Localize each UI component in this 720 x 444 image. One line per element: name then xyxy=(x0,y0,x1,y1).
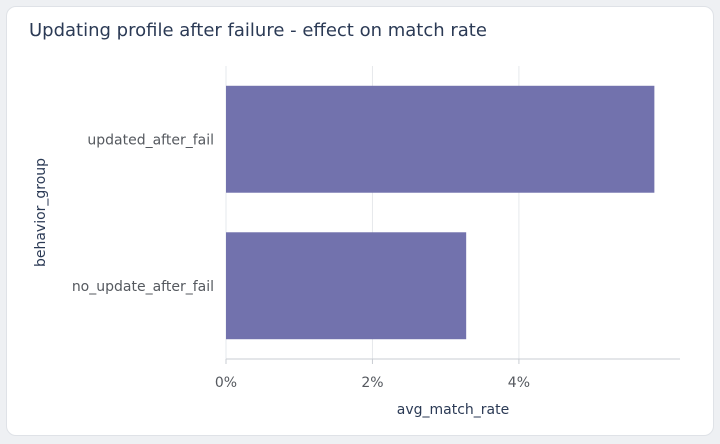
x-tick-label: 0% xyxy=(215,375,237,391)
bar-updated_after_fail xyxy=(226,85,655,193)
x-tick-label: 2% xyxy=(361,375,383,391)
bar-no_update_after_fail xyxy=(226,232,467,340)
y-tick-label: updated_after_fail xyxy=(87,132,214,148)
x-tick-label: 4% xyxy=(508,375,530,391)
chart-card: Updating profile after failure - effect … xyxy=(6,6,714,436)
y-tick-label: no_update_after_fail xyxy=(72,279,214,295)
y-axis-title: behavior_group xyxy=(33,158,49,267)
x-axis-title: avg_match_rate xyxy=(397,402,509,418)
chart-title: Updating profile after failure - effect … xyxy=(29,20,487,41)
